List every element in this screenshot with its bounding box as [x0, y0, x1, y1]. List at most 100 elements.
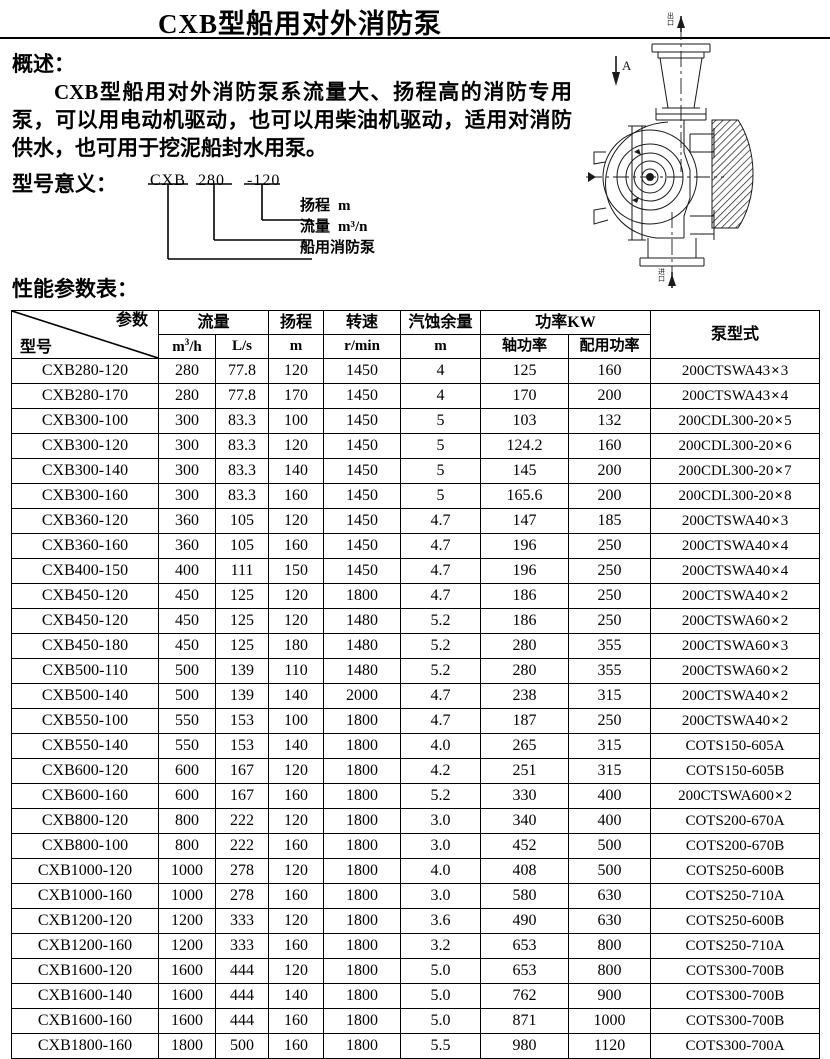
cell-flow-ls: 167	[214, 758, 270, 784]
table-row: CXB800-120 800 222 120 1800 3.0 340 400 COTS200-…	[11, 808, 821, 834]
cell-flow-ls: 444	[214, 958, 270, 984]
table-row: CXB1600-120 1600 444 120 1800 5.0 653 800 COTS30…	[11, 958, 821, 984]
cell-speed: 1450	[323, 408, 402, 434]
cell-speed: 1800	[323, 808, 402, 834]
cell-flow-ls: 105	[214, 533, 270, 559]
cell-head: 160	[268, 533, 325, 559]
subheader-flow-m3h: m3/h	[158, 334, 216, 359]
cell-model: CXB500-140	[11, 683, 159, 709]
cell-head: 120	[268, 508, 325, 534]
cell-model: CXB1600-140	[11, 983, 159, 1009]
cell-model: CXB280-120	[11, 358, 159, 384]
cell-flow-ls: 222	[214, 833, 270, 859]
subheader-shaft-power: 轴功率	[480, 334, 570, 359]
cell-flow-ls: 333	[214, 908, 270, 934]
cell-flow-ls: 125	[214, 608, 270, 634]
cell-flow-ls: 167	[214, 783, 270, 809]
overview-heading: 概述：	[12, 52, 75, 76]
cell-flow-ls: 125	[214, 633, 270, 659]
cell-shaft-power: 280	[480, 658, 570, 684]
cell-flow-m3h: 600	[158, 758, 216, 784]
cell-flow-m3h: 400	[158, 558, 216, 584]
cell-head: 160	[268, 933, 325, 959]
cell-npsh: 5	[400, 483, 482, 509]
cell-flow-m3h: 800	[158, 808, 216, 834]
cell-shaft-power: 186	[480, 583, 570, 609]
cell-rated-power: 1120	[568, 1033, 652, 1059]
cell-model: CXB1000-160	[11, 883, 159, 909]
cell-flow-m3h: 550	[158, 733, 216, 759]
performance-table-heading: 性能参数表：	[12, 277, 138, 301]
cell-head: 160	[268, 833, 325, 859]
cell-flow-ls: 83.3	[214, 433, 270, 459]
cell-speed: 1480	[323, 608, 402, 634]
cell-head: 160	[268, 1008, 325, 1034]
cell-pump-type: 200CTSWA60×2	[650, 658, 821, 684]
header-flow: 流量	[157, 310, 270, 335]
table-row: CXB280-170 280 77.8 170 1450 4 170 200 200CTSWA4…	[11, 383, 821, 409]
table-row: CXB280-120 280 77.8 120 1450 4 125 160 200CTSWA4…	[11, 358, 821, 384]
cell-flow-ls: 153	[214, 733, 270, 759]
table-row: CXB550-140 550 153 140 1800 4.0 265 315 COTS150-…	[11, 733, 821, 759]
cell-flow-ls: 444	[214, 1008, 270, 1034]
cell-speed: 1450	[323, 558, 402, 584]
cell-rated-power: 400	[568, 808, 652, 834]
cell-flow-ls: 77.8	[214, 383, 270, 409]
cell-pump-type: COTS250-710A	[650, 933, 821, 959]
cell-speed: 1800	[323, 708, 402, 734]
cell-flow-m3h: 1000	[158, 858, 216, 884]
header-speed: 转速	[323, 310, 402, 335]
cell-rated-power: 160	[568, 433, 652, 459]
cell-pump-type: 200CTSWA40×3	[650, 508, 821, 534]
cell-npsh: 5.0	[400, 983, 482, 1009]
cell-npsh: 5.2	[400, 608, 482, 634]
cell-flow-ls: 111	[214, 558, 270, 584]
cell-npsh: 5.0	[400, 1008, 482, 1034]
cell-model: CXB280-170	[11, 383, 159, 409]
cell-head: 150	[268, 558, 325, 584]
cell-flow-m3h: 500	[158, 658, 216, 684]
cell-pump-type: COTS300-700B	[650, 983, 821, 1009]
cell-model: CXB450-120	[11, 608, 159, 634]
table-row: CXB360-120 360 105 120 1450 4.7 147 185 200CTSWA…	[11, 508, 821, 534]
cell-npsh: 4.7	[400, 508, 482, 534]
cell-shaft-power: 653	[480, 933, 570, 959]
table-body: CXB280-120 280 77.8 120 1450 4 125 160 200CTSWA4…	[11, 358, 821, 1059]
cell-pump-type: COTS250-600B	[650, 908, 821, 934]
cell-flow-m3h: 500	[158, 683, 216, 709]
cell-flow-m3h: 360	[158, 533, 216, 559]
cell-rated-power: 355	[568, 658, 652, 684]
cell-speed: 1800	[323, 583, 402, 609]
cell-npsh: 3.0	[400, 833, 482, 859]
table-row: CXB1000-160 1000 278 160 1800 3.0 580 630 COTS25…	[11, 883, 821, 909]
cell-flow-m3h: 300	[158, 458, 216, 484]
cell-pump-type: COTS300-700B	[650, 958, 821, 984]
cell-flow-ls: 105	[214, 508, 270, 534]
cell-rated-power: 250	[568, 558, 652, 584]
cell-shaft-power: 186	[480, 608, 570, 634]
cell-speed: 1450	[323, 508, 402, 534]
table-row: CXB1600-140 1600 444 140 1800 5.0 762 900 COTS30…	[11, 983, 821, 1009]
cell-head: 100	[268, 408, 325, 434]
corner-label-model: 型号	[20, 339, 53, 356]
cell-rated-power: 250	[568, 533, 652, 559]
table-row: CXB600-120 600 167 120 1800 4.2 251 315 COTS150-…	[11, 758, 821, 784]
cell-pump-type: 200CTSWA43×3	[650, 358, 821, 384]
cell-speed: 1800	[323, 983, 402, 1009]
cell-head: 110	[268, 658, 325, 684]
cell-shaft-power: 103	[480, 408, 570, 434]
header-npsh: 汽蚀余量	[400, 310, 482, 335]
subheader-rated-power: 配用功率	[568, 334, 652, 359]
cell-shaft-power: 265	[480, 733, 570, 759]
section-label-a: A	[622, 58, 632, 73]
cell-model: CXB800-100	[11, 833, 159, 859]
cell-flow-ls: 278	[214, 883, 270, 909]
cell-pump-type: COTS200-670A	[650, 808, 821, 834]
cell-flow-m3h: 1800	[158, 1033, 216, 1059]
cell-rated-power: 160	[568, 358, 652, 384]
cell-rated-power: 200	[568, 483, 652, 509]
cell-rated-power: 355	[568, 633, 652, 659]
legend-label-head: 扬程	[300, 198, 331, 214]
cell-shaft-power: 147	[480, 508, 570, 534]
table-row: CXB400-150 400 111 150 1450 4.7 196 250 200CTSWA…	[11, 558, 821, 584]
